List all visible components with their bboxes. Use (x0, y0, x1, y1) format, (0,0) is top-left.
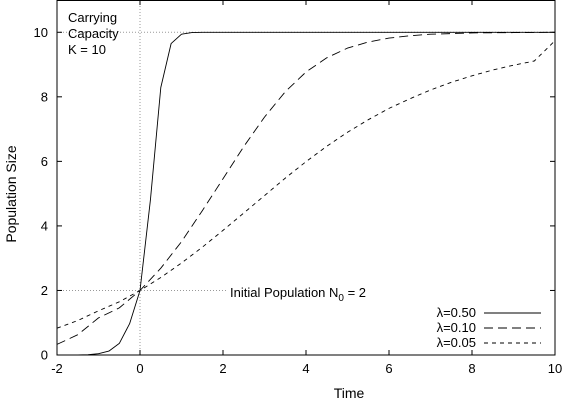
legend-label-1: λ=0.50 (437, 305, 476, 320)
x-tick-label: 6 (385, 361, 392, 376)
initial-population-subscript: 0 (338, 293, 344, 304)
y-tick-label: 8 (41, 89, 48, 104)
legend-label-2: λ=0.10 (437, 320, 476, 335)
plot-frame (56, 0, 556, 356)
y-axis-title: Population Size (3, 145, 19, 243)
series-layer (56, 31, 556, 356)
x-tick-label: 2 (219, 361, 226, 376)
series-line-2 (56, 31, 556, 345)
plot-area (56, 0, 556, 356)
y-tick-label: 6 (41, 154, 48, 169)
initial-population-annotation: Initial Population N0 = 2 (230, 285, 366, 304)
y-tick-label: 0 (41, 348, 48, 363)
series-line-3 (56, 40, 556, 329)
x-tick-label: 10 (548, 361, 562, 376)
y-tick-label: 4 (41, 218, 48, 233)
x-tick-label: 4 (302, 361, 309, 376)
x-axis-title: Time (334, 385, 365, 401)
x-tick-label: -2 (51, 361, 63, 376)
legend-label-3: λ=0.05 (437, 335, 476, 350)
carrying-capacity-label-line1: Carrying (68, 10, 117, 25)
x-tick-label: 8 (468, 361, 475, 376)
carrying-capacity-label-line3: K = 10 (68, 42, 106, 57)
initial-population-prefix: Initial Population N (230, 285, 338, 300)
y-tick-label: 10 (34, 25, 48, 40)
legend: λ=0.50λ=0.10λ=0.05 (437, 305, 541, 350)
carrying-capacity-label-line2: Capacity (68, 26, 119, 41)
x-tick-label: 0 (136, 361, 143, 376)
guide-lines (57, 0, 555, 355)
y-tick-label: 2 (41, 283, 48, 298)
carrying-capacity-annotation: Carrying Capacity K = 10 (68, 10, 119, 57)
series-line-1 (57, 31, 555, 356)
initial-population-suffix: = 2 (344, 285, 366, 300)
